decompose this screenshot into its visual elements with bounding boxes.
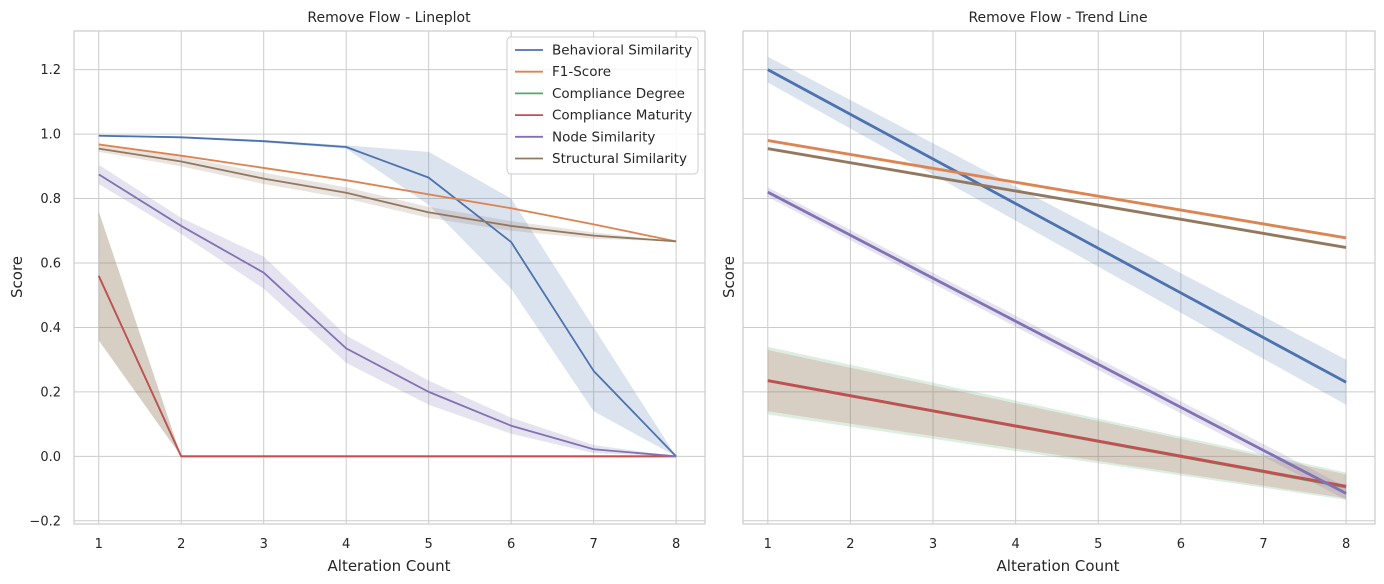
series-line [98, 143, 677, 243]
x-tick-label: 7 [590, 537, 598, 552]
confidence-band [98, 143, 677, 242]
x-tick-label: 3 [929, 537, 937, 552]
trendline-x-axis-label: Alteration Count [997, 557, 1120, 575]
legend-entry-label: Node Similarity [552, 129, 655, 145]
x-tick-label: 6 [1177, 537, 1185, 552]
trendline-series-lines [767, 68, 1347, 495]
x-tick-label: 5 [425, 537, 433, 552]
y-tick-label: 1.0 [40, 128, 61, 143]
y-tick-label: 0.2 [40, 385, 61, 400]
series-line [767, 68, 1347, 384]
lineplot-y-axis-label: Score [8, 256, 26, 298]
lineplot-title: Remove Flow - Lineplot [307, 10, 471, 26]
y-tick-label: 0.4 [40, 321, 61, 336]
x-tick-label: 4 [1011, 537, 1019, 552]
series-line [767, 139, 1347, 240]
y-tick-label: −0.2 [29, 514, 61, 529]
legend-entry-label: Compliance Maturity [552, 108, 692, 124]
series-line [98, 173, 677, 458]
trendline-title: Remove Flow - Trend Line [968, 10, 1147, 26]
confidence-band [98, 164, 677, 457]
lineplot-series-lines [97, 134, 677, 458]
x-tick-label: 1 [764, 537, 772, 552]
x-tick-label: 4 [342, 537, 350, 552]
x-tick-label: 5 [1094, 537, 1102, 552]
lineplot-panel: Remove Flow - Lineplot Alteration Count … [8, 10, 706, 575]
x-tick-label: 8 [672, 537, 680, 552]
x-tick-label: 2 [177, 537, 185, 552]
legend-entry-label: F1-Score [552, 64, 611, 80]
legend-entry-label: Behavioral Similarity [552, 43, 692, 59]
series-line [767, 190, 1347, 495]
confidence-band [98, 145, 677, 242]
series-line [98, 134, 677, 457]
trendline-panel: Remove Flow - Trend Line Alteration Coun… [720, 10, 1376, 575]
trendline-plot-frame [742, 30, 1376, 525]
series-line [98, 147, 677, 243]
series-line [767, 379, 1347, 488]
trendline-y-axis-label: Score [720, 256, 738, 298]
confidence-band [767, 56, 1347, 405]
x-tick-label: 7 [1259, 537, 1267, 552]
x-tick-label: 3 [260, 537, 268, 552]
x-tick-label: 1 [95, 537, 103, 552]
series-line [97, 275, 677, 458]
legend-box [506, 36, 699, 175]
lineplot-x-axis-label: Alteration Count [328, 557, 451, 575]
x-tick-label: 6 [507, 537, 515, 552]
confidence-band [98, 135, 677, 457]
legend-entry-label: Compliance Degree [552, 86, 685, 102]
x-tick-label: 8 [1342, 537, 1350, 552]
lineplot-legend: Behavioral Similarity F1-Score Compliance … [506, 36, 699, 175]
series-line [767, 147, 1347, 249]
x-tick-label: 2 [846, 537, 854, 552]
legend-entry-label: Structural Similarity [552, 151, 687, 167]
y-tick-label: 0.8 [40, 192, 61, 207]
y-tick-label: 0.6 [40, 257, 61, 272]
confidence-band [767, 350, 1347, 499]
lineplot-confidence-bands [98, 135, 677, 457]
lineplot-plot-frame [73, 30, 706, 525]
y-tick-label: 0.0 [40, 450, 61, 465]
y-tick-label: 1.2 [40, 63, 61, 78]
